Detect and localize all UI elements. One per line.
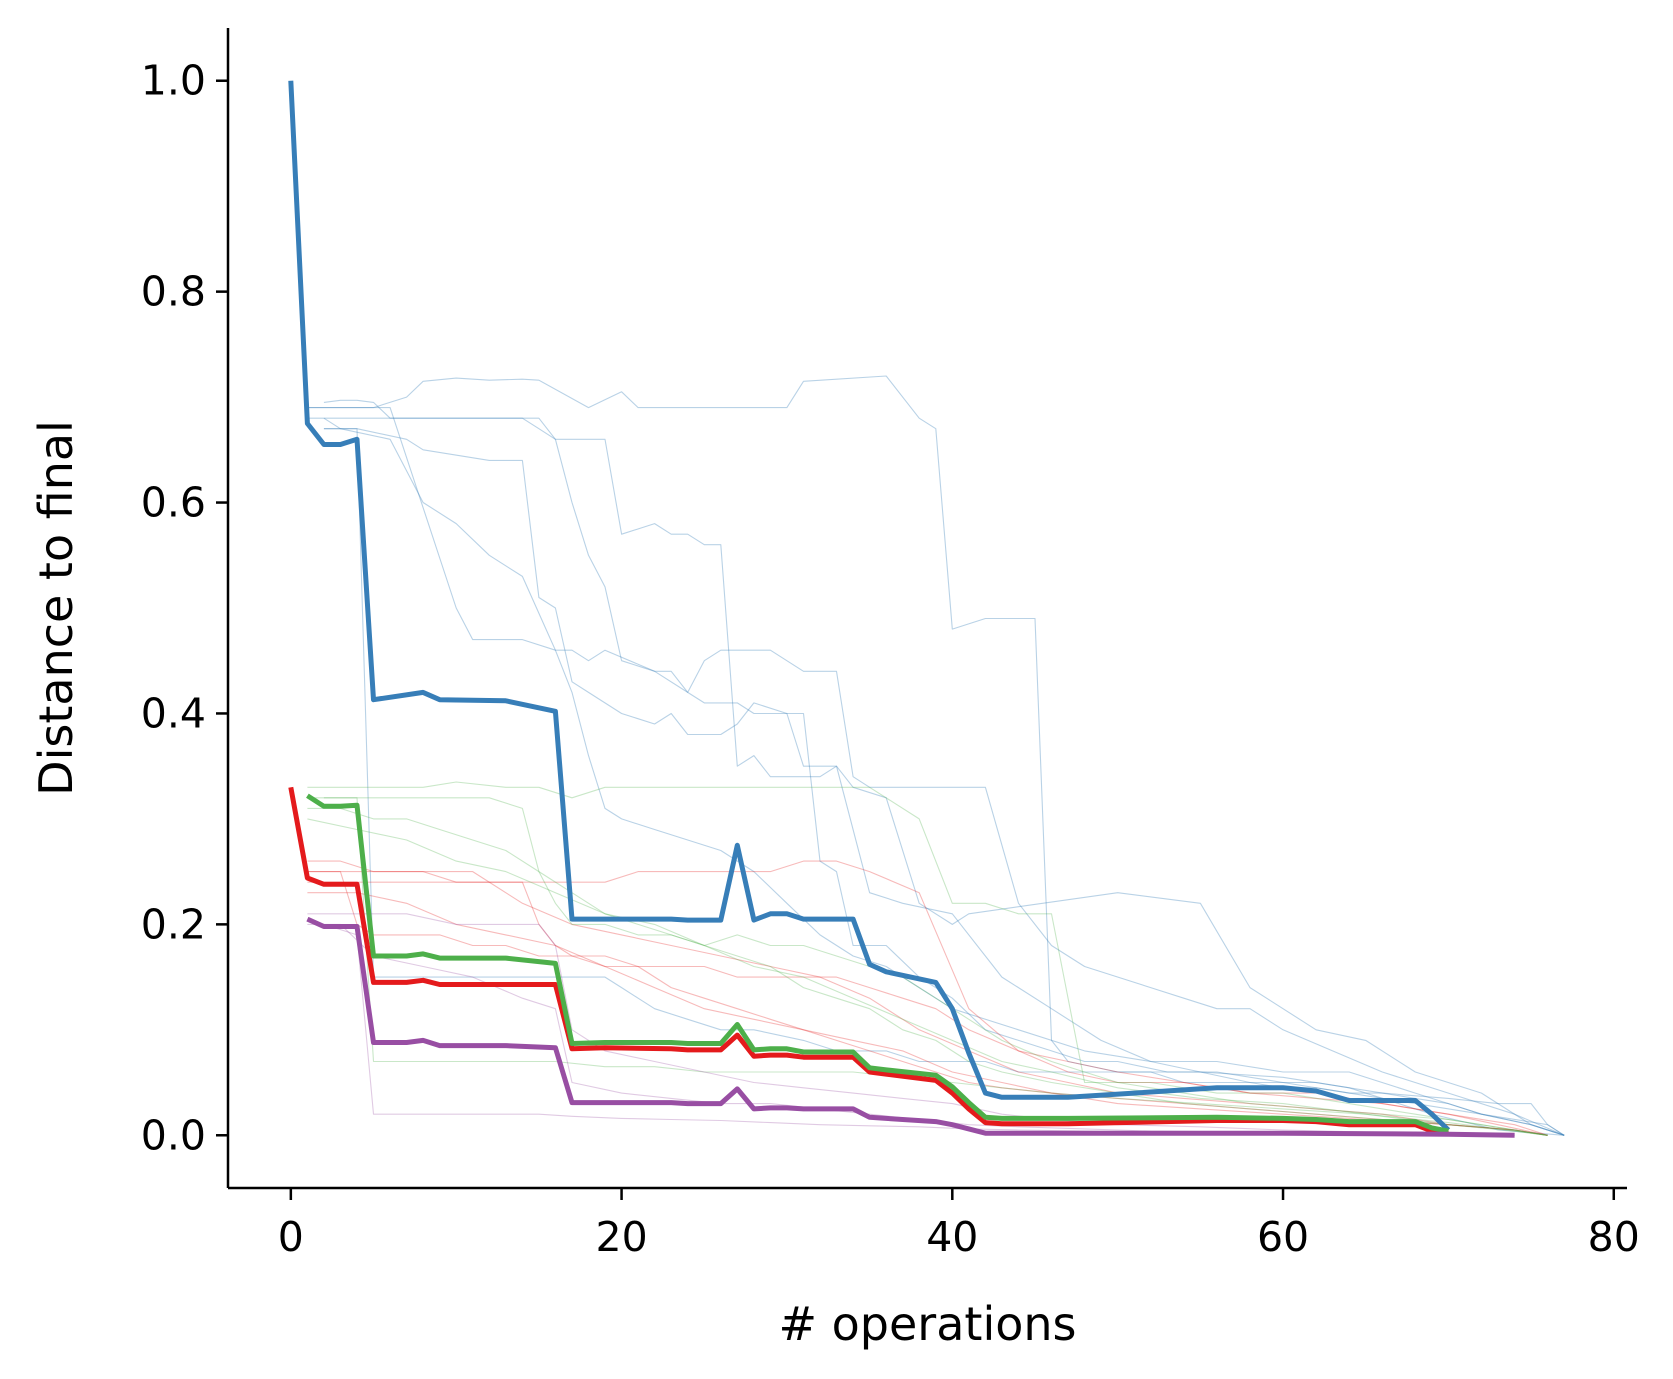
background-series-line-red-7 [307,860,1548,1136]
series-line-purple [306,916,1515,1138]
x-tick-label: 40 [926,1213,978,1261]
y-tick-label: 1.0 [141,57,206,105]
x-tick-label: 0 [278,1213,304,1261]
series-line-red [288,786,1449,1136]
background-series-line-blue-0 [307,375,1565,1136]
background-series-line-blue-2 [307,407,1565,1136]
background-series-line-green-16 [323,797,1548,1136]
background-series-line-blue-3 [323,428,1565,1136]
x-tick-label: 20 [595,1213,647,1261]
background-series-line-green-15 [307,818,1548,1136]
y-tick-label: 0.6 [141,479,206,527]
background-series-line-red-9 [307,871,1548,1136]
background-series-line-blue-1 [307,417,1565,1136]
y-tick-label: 0.4 [141,689,206,737]
background-series-line-blue-6 [323,428,1565,1136]
axes: 0 20 40 60 80 0.0 0.2 0.4 0.6 0.8 1.0 [141,28,1640,1261]
background-series-line-blue-4 [323,399,1565,1136]
series-line-green [306,793,1449,1134]
background-series-line-green-12 [307,781,1548,1136]
background-series-line-red-10 [307,860,1548,1136]
y-axis-label: Distance to final [29,420,83,796]
main-series-group [288,80,1515,1138]
background-series-line-purple-17 [307,913,1515,1136]
series-line-blue [288,80,1451,1132]
y-tick-label: 0.2 [141,900,206,948]
background-series-line-green-14 [307,807,1548,1136]
x-tick-label: 80 [1588,1213,1640,1261]
y-tick-label: 0.8 [141,268,206,316]
x-axis-label: # operations [779,1297,1077,1351]
background-series-line-green-13 [307,797,1548,1136]
x-tick-label: 60 [1257,1213,1309,1261]
y-tick-label: 0.0 [141,1111,206,1159]
background-series-group [307,375,1565,1136]
background-series-line-red-8 [307,881,1548,1136]
background-series-line-red-11 [307,892,1548,1136]
